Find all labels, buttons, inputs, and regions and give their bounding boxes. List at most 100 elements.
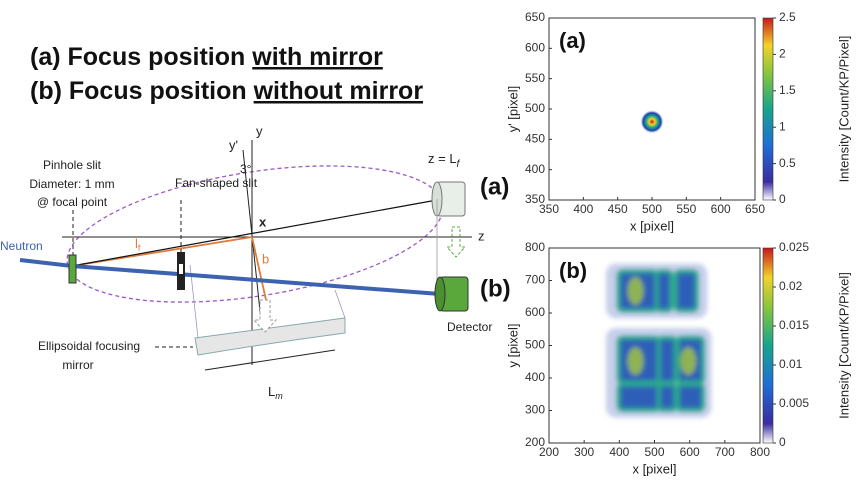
- label: mirror: [62, 358, 93, 372]
- colorbar-tick-label: 1: [779, 119, 786, 133]
- x-tick-label: 500: [644, 445, 664, 459]
- colorbar-tick-label: 0.025: [779, 240, 809, 254]
- region: [659, 338, 676, 383]
- title-emphasis: without mirror: [253, 77, 424, 105]
- x-tick-label: 600: [711, 202, 731, 216]
- x-tick-label: 500: [642, 202, 662, 216]
- panel-label: (a): [559, 28, 586, 53]
- lm-text: L: [268, 384, 275, 399]
- title-emphasis: with mirror: [251, 43, 383, 71]
- case-label: (a): [480, 173, 509, 200]
- y-tick-label: 550: [525, 71, 545, 85]
- b-line: [252, 237, 266, 300]
- x-tick-label: 450: [608, 202, 628, 216]
- label: Ellipsoidal focusing: [38, 339, 140, 353]
- colorbar-label: Intensity [Count/KP/Pixel]: [836, 272, 851, 419]
- region: [657, 271, 672, 310]
- panel-label: (b): [559, 258, 587, 283]
- x-tick-label: 650: [745, 202, 765, 216]
- colorbar-tick-label: 0.02: [779, 279, 803, 293]
- figure: (a) Focus position with mirror (b) Focus…: [0, 0, 858, 483]
- y-tick-label: 800: [525, 240, 545, 254]
- fan-slit-gap: [179, 264, 183, 274]
- colorbar-tick-label: 0.005: [779, 396, 809, 410]
- focus-spot: [640, 110, 664, 134]
- title-text: Focus position: [69, 77, 247, 105]
- axis-label: z: [478, 228, 485, 243]
- title-label: (b): [30, 77, 62, 105]
- hot-spot: [680, 347, 696, 375]
- y-tick-label: 500: [525, 338, 545, 352]
- region: [619, 385, 659, 410]
- x-axis-label: x [pixel]: [630, 218, 674, 233]
- colorbar-tick-label: 2: [779, 47, 786, 61]
- angle-label: 3°: [240, 162, 252, 176]
- region: [676, 271, 697, 310]
- colorbar: [763, 18, 773, 200]
- y-tick-label: 200: [525, 435, 545, 449]
- y-tick-label: 400: [525, 370, 545, 384]
- y-tick-label: 700: [525, 273, 545, 287]
- x-tick-label: 400: [573, 202, 593, 216]
- focus-label: z = Lf: [428, 151, 461, 169]
- intensity-pattern: [606, 264, 712, 418]
- beam-in: [20, 260, 72, 266]
- colorbar-label: Intensity [Count/KP/Pixel]: [836, 36, 851, 183]
- x-tick-label: 400: [609, 445, 629, 459]
- region: [678, 385, 703, 410]
- title-line: (b) Focus position without mirror: [30, 77, 423, 105]
- detector-b-face: [435, 277, 445, 311]
- colorbar-tick-label: 2.5: [779, 10, 796, 24]
- label: Diameter: 1 mm: [29, 177, 114, 191]
- axis-label: y: [256, 123, 263, 138]
- pinhole: [69, 255, 76, 283]
- ellipse: [58, 143, 453, 325]
- label: Pinhole slit: [43, 158, 102, 172]
- hot-spot: [628, 277, 644, 305]
- y-tick-label: 300: [525, 403, 545, 417]
- y-axis-label: y' [pixel]: [505, 86, 520, 133]
- y-tick-label: 650: [525, 10, 545, 24]
- y-tick-label: 350: [525, 192, 545, 206]
- colorbar-tick-label: 0: [779, 192, 786, 206]
- case-label: (b): [480, 275, 511, 302]
- lf-label: lf: [135, 236, 141, 253]
- mirror-guide: [335, 290, 345, 318]
- lm-arrow: [205, 350, 335, 370]
- colorbar-tick-label: 0: [779, 435, 786, 449]
- y-tick-label: 600: [525, 305, 545, 319]
- axis-label: x: [259, 214, 267, 229]
- title-text: Focus position: [68, 43, 246, 71]
- title-line: (a) Focus position with mirror: [30, 43, 383, 71]
- label: Fan-shaped slit: [175, 176, 258, 190]
- region: [659, 385, 676, 410]
- y-tick-label: 450: [525, 132, 545, 146]
- y-tick-label: 500: [525, 101, 545, 115]
- colorbar-tick-label: 1.5: [779, 83, 796, 97]
- colorbar-tick-label: 0.015: [779, 318, 809, 332]
- x-tick-label: 300: [574, 445, 594, 459]
- y-tick-label: 400: [525, 162, 545, 176]
- focus-sub: f: [457, 159, 461, 170]
- y-axis-label: y [pixel]: [505, 323, 520, 367]
- b-label: b: [262, 251, 269, 266]
- lm-label: Lm: [268, 384, 283, 401]
- colorbar-tick-label: 0.5: [779, 156, 796, 170]
- shift-arrow: [447, 227, 465, 257]
- x-tick-label: 700: [715, 445, 735, 459]
- label: Neutron: [0, 239, 43, 253]
- colorbar: [763, 248, 773, 443]
- lf-sub: f: [138, 243, 141, 253]
- x-tick-label: 800: [750, 445, 770, 459]
- x-axis-label: x [pixel]: [632, 461, 676, 476]
- x-tick-label: 600: [680, 445, 700, 459]
- focus-text: z = L: [428, 151, 457, 166]
- axis-label: y': [229, 137, 238, 152]
- y-tick-label: 600: [525, 41, 545, 55]
- colorbar-tick-label: 0.01: [779, 357, 803, 371]
- lm-sub: m: [275, 391, 283, 401]
- x-tick-label: 550: [676, 202, 696, 216]
- label: Detector: [447, 320, 492, 334]
- hot-spot: [628, 347, 644, 375]
- title-label: (a): [30, 43, 61, 71]
